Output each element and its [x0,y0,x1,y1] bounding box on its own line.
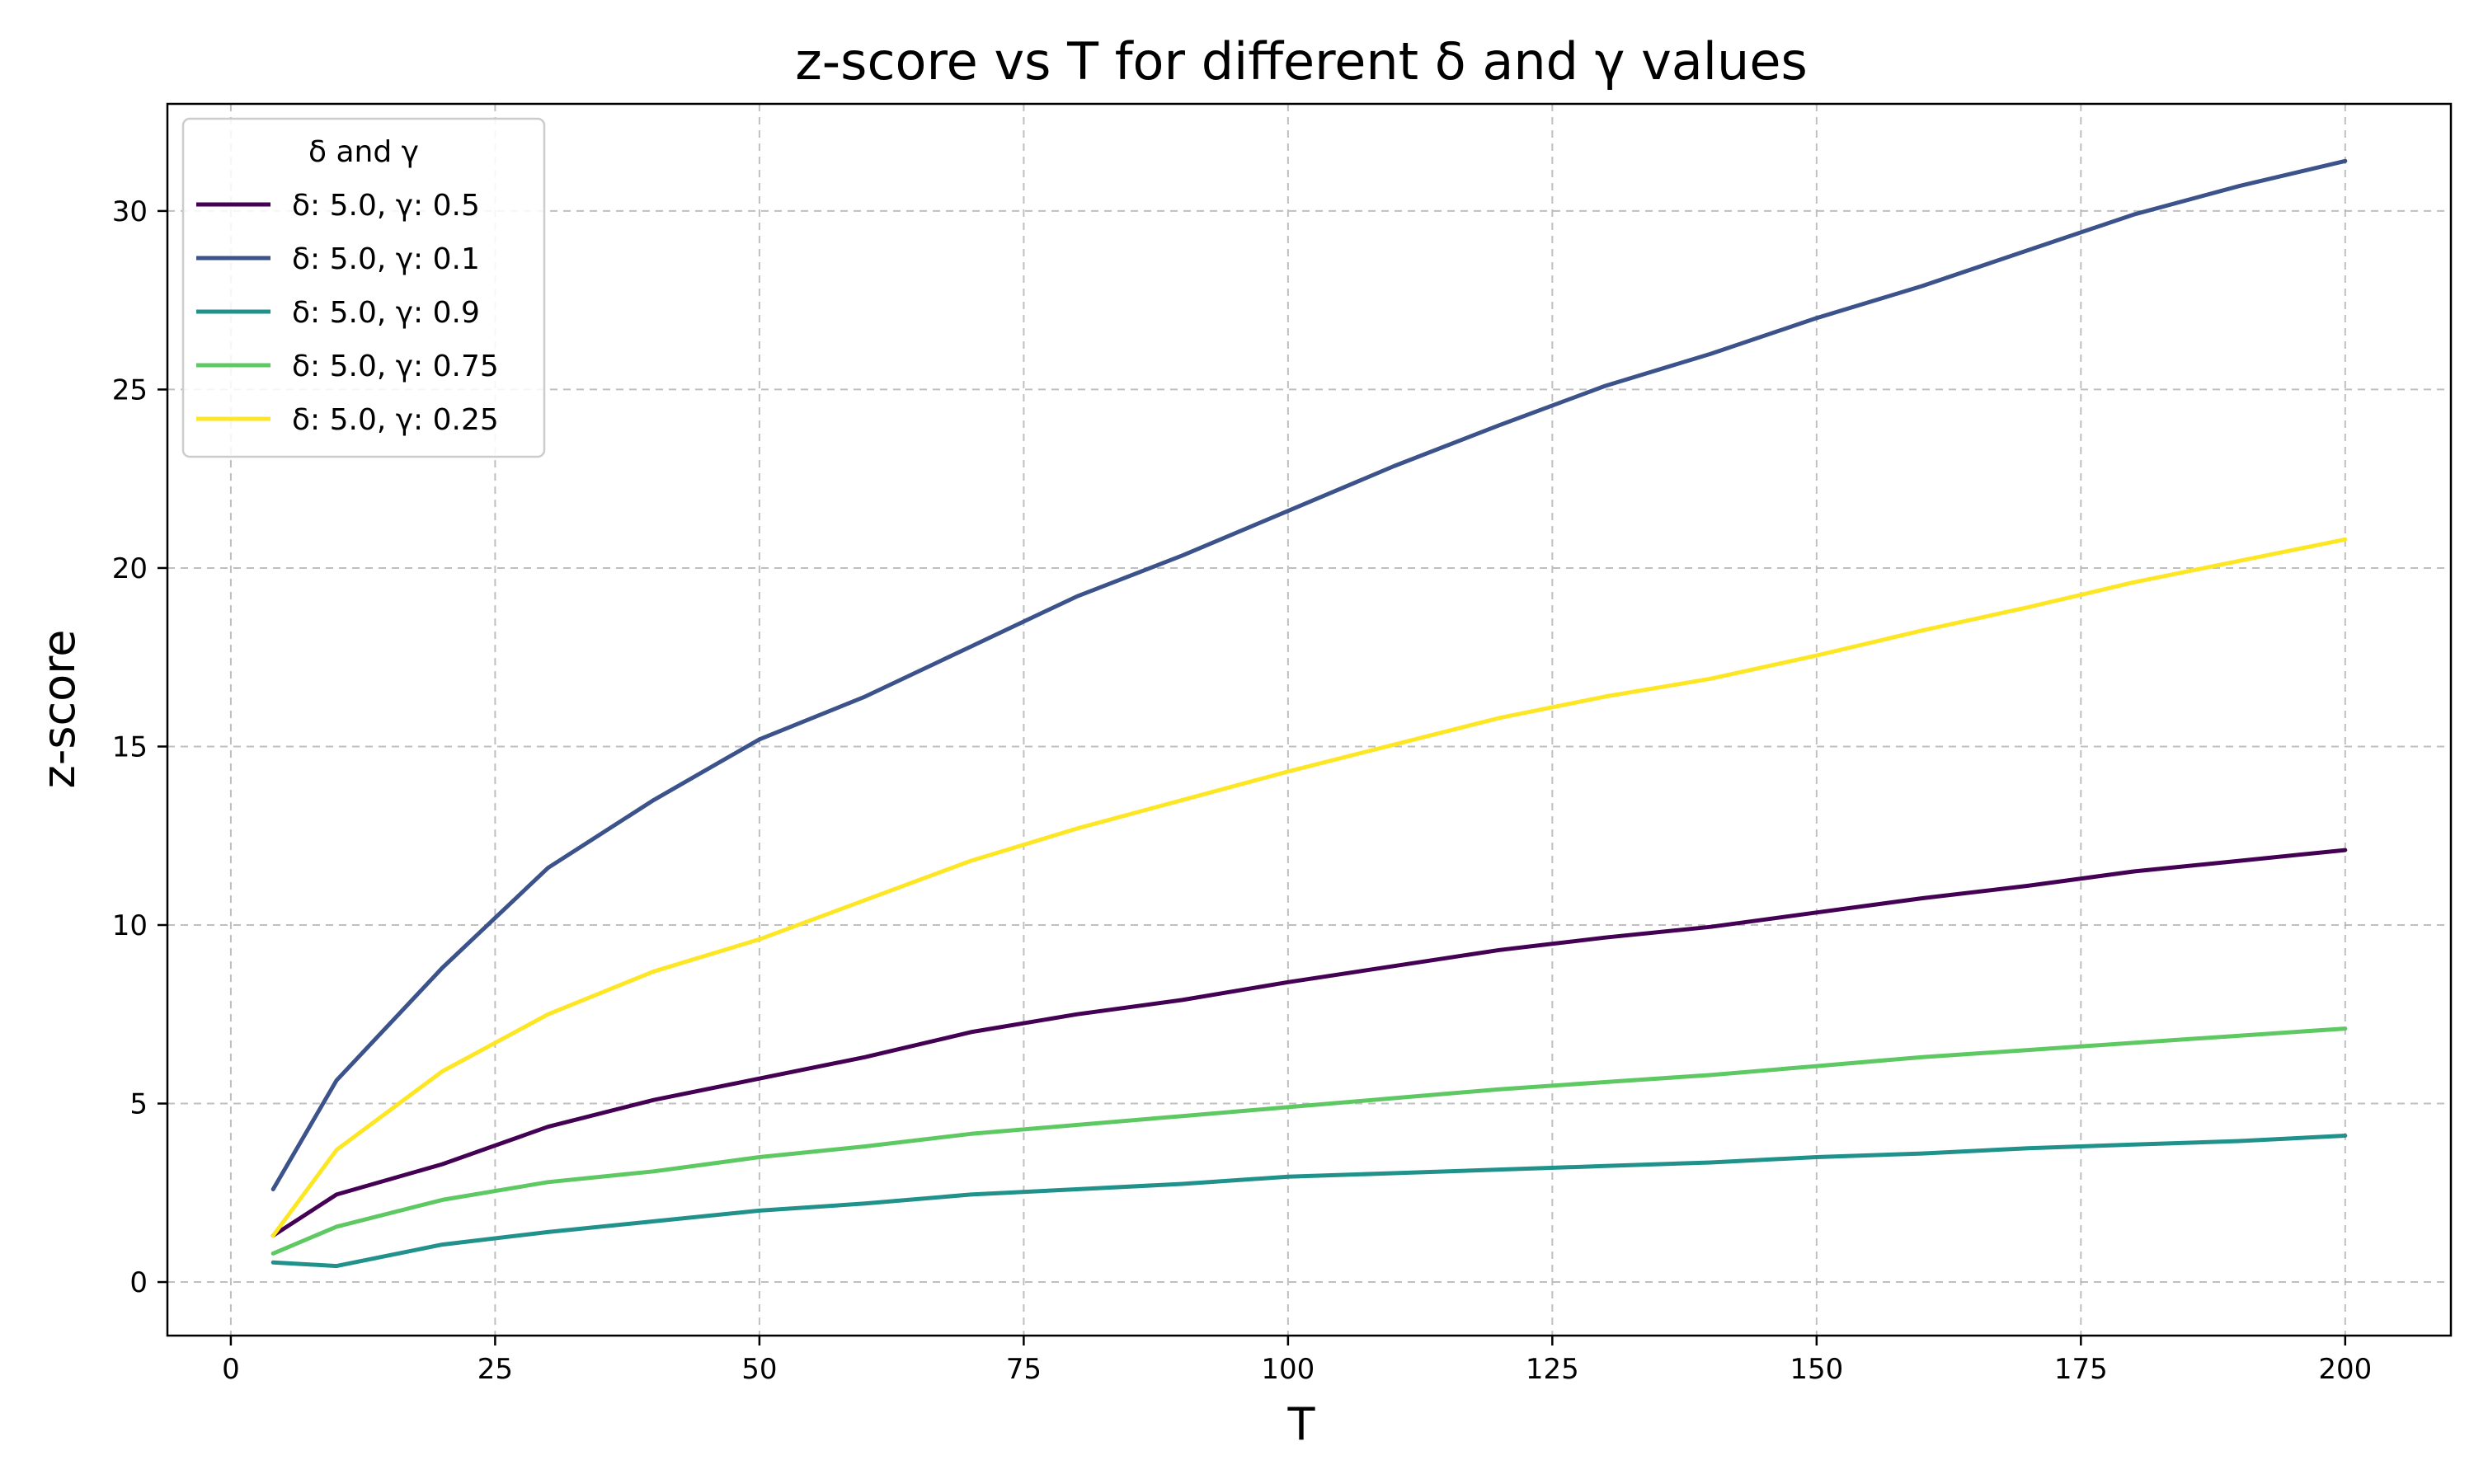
y-tick-label: 30 [112,195,148,228]
legend-entry-label: δ: 5.0, γ: 0.1 [292,242,480,276]
series-line [270,537,2348,1238]
x-tick-label: 200 [2318,1353,2372,1386]
chart-title: z-score vs T for different δ and γ value… [795,31,1808,92]
legend-entry-label: δ: 5.0, γ: 0.5 [292,189,480,223]
y-tick-label: 15 [112,730,148,763]
legend-entry-label: δ: 5.0, γ: 0.9 [292,296,480,330]
legend-box [181,117,546,458]
axis-ticks: 0 25 50 75 100 125 150 175 200 0 5 10 15 20 25 30 [112,195,2373,1386]
y-tick-label: 0 [129,1266,148,1299]
x-axis-label: T [1287,1398,1316,1450]
y-tick-label: 10 [112,909,148,942]
series-line [270,1134,2348,1269]
plot-area-frame [166,102,2453,1337]
series-line [270,158,2348,1191]
x-tick-label: 175 [2054,1353,2108,1386]
x-tick-label: 75 [1006,1353,1042,1386]
y-tick-label: 5 [129,1088,148,1121]
x-tick-label: 125 [1526,1353,1579,1386]
y-tick-label: 20 [112,552,148,585]
y-axis-label: z-score [33,630,85,789]
x-tick-label: 25 [477,1353,513,1386]
series-line [270,848,2348,1238]
x-tick-label: 0 [222,1353,240,1386]
legend-entry-label: δ: 5.0, γ: 0.75 [292,350,499,383]
series-lines [270,158,2348,1269]
legend: δ and γ δ: 5.0, γ: 0.5 δ: 5.0, γ: 0.1 δ: 5… [181,117,546,458]
legend-entry-label: δ: 5.0, γ: 0.25 [292,403,499,437]
x-tick-label: 100 [1261,1353,1315,1386]
series-line [270,1026,2348,1256]
x-tick-label: 50 [741,1353,777,1386]
x-tick-label: 150 [1790,1353,1843,1386]
y-tick-label: 25 [112,373,148,406]
legend-title: δ and γ [308,135,419,169]
